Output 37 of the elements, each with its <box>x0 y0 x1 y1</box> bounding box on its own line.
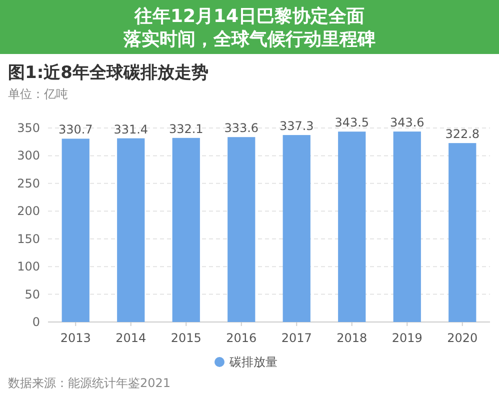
chart-title: 图1:近8年全球碳排放走势 <box>8 63 208 83</box>
y-tick-label: 50 <box>24 287 40 302</box>
bar <box>62 138 90 322</box>
data-label: 322.8 <box>445 127 480 142</box>
data-label: 333.6 <box>224 121 259 136</box>
x-tick-label: 2013 <box>60 331 91 345</box>
x-tick-label: 2017 <box>281 331 312 345</box>
data-label: 331.4 <box>114 122 148 136</box>
data-label: 343.5 <box>334 116 370 130</box>
x-tick-label: 2014 <box>116 331 146 345</box>
source-note: 数据来源：能源统计年鉴2021 <box>8 376 171 390</box>
y-tick-label: 200 <box>17 204 40 218</box>
data-label: 343.6 <box>390 116 424 130</box>
y-tick-label: 300 <box>17 148 40 163</box>
chart-subtitle: 单位：亿吨 <box>8 87 68 101</box>
y-tick-label: 0 <box>32 315 40 329</box>
x-tick-label: 2015 <box>170 331 202 345</box>
x-tick-label: 2020 <box>447 331 478 345</box>
bar <box>393 132 421 322</box>
headline: 往年12月14日巴黎协定全面落实时间，全球气候行动里程碑 <box>0 0 499 54</box>
legend-label: 碳排放量 <box>228 355 278 369</box>
data-label: 332.1 <box>168 122 204 136</box>
bar <box>228 137 256 322</box>
y-tick-label: 250 <box>17 176 40 190</box>
x-tick-label: 2018 <box>336 331 368 345</box>
data-label: 337.3 <box>279 119 314 134</box>
x-tick-label: 2019 <box>392 331 422 345</box>
data-label: 330.7 <box>58 122 93 137</box>
x-tick-label: 2016 <box>226 331 257 345</box>
bar <box>338 132 366 322</box>
y-tick-label: 350 <box>17 121 40 135</box>
y-tick-label: 150 <box>17 232 40 246</box>
bar <box>282 135 310 322</box>
y-tick-label: 100 <box>17 260 40 274</box>
bar <box>117 138 145 322</box>
bar <box>448 143 476 322</box>
bar <box>172 138 200 322</box>
